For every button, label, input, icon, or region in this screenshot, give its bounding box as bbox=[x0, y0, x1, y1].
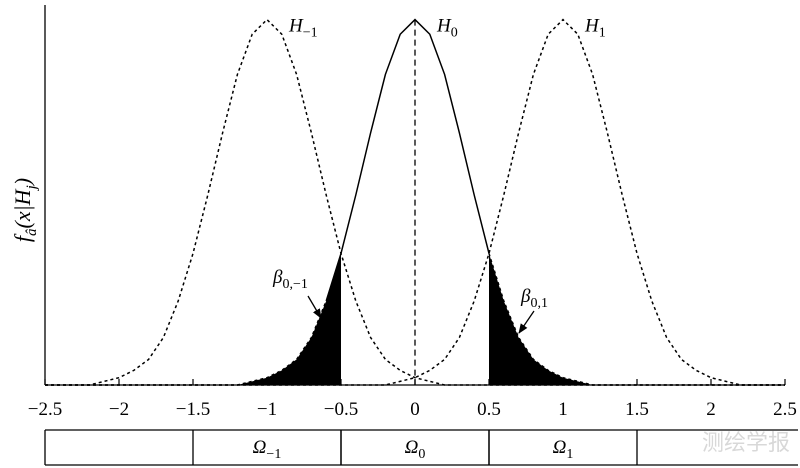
series-label-main: H bbox=[436, 16, 452, 37]
region-label-main: Ω bbox=[253, 437, 267, 458]
x-tick-label: 0 bbox=[410, 399, 420, 420]
y-axis-label: fâ(x|Hj) bbox=[10, 178, 40, 242]
y-axis-label-part: (x|H bbox=[10, 188, 35, 228]
y-axis-label-part: ) bbox=[10, 178, 35, 187]
series-label-sub: −1 bbox=[303, 26, 318, 41]
series-label-sub: 0 bbox=[451, 26, 458, 41]
x-tick-label: 0.5 bbox=[477, 399, 501, 420]
annotation-main: β bbox=[520, 286, 531, 307]
x-tick-label: 2 bbox=[706, 399, 716, 420]
y-axis-label-part: f bbox=[10, 233, 35, 242]
series-label-main: H bbox=[288, 16, 304, 37]
series-label: H0 bbox=[436, 16, 458, 41]
annotation-main: β bbox=[272, 267, 283, 288]
region-label-sub: −1 bbox=[266, 447, 281, 462]
region-label-sub: 0 bbox=[418, 447, 425, 462]
series-label-main: H bbox=[584, 16, 600, 37]
watermark: 测绘学报 bbox=[702, 431, 790, 456]
x-tick-label: −0.5 bbox=[324, 399, 358, 420]
series-label: H1 bbox=[584, 16, 606, 41]
x-tick-label: 1.5 bbox=[625, 399, 649, 420]
region-label: Ω0 bbox=[405, 437, 426, 462]
curve bbox=[45, 18, 785, 386]
annotation-sub: 0,1 bbox=[530, 296, 548, 311]
y-axis-label-part: j bbox=[24, 185, 40, 191]
curve bbox=[45, 18, 785, 386]
annotation: β0,1 bbox=[520, 286, 548, 311]
region-label: Ω1 bbox=[553, 437, 574, 462]
region-label-main: Ω bbox=[405, 437, 419, 458]
series-label-sub: 1 bbox=[599, 26, 606, 41]
region-label-sub: 1 bbox=[566, 447, 573, 462]
region-label: Ω−1 bbox=[253, 437, 282, 462]
shaded-area bbox=[45, 253, 341, 385]
x-tick-label: −2 bbox=[109, 399, 129, 420]
x-tick-label: 1 bbox=[558, 399, 568, 420]
x-tick-label: −1 bbox=[257, 399, 277, 420]
annotation-sub: 0,−1 bbox=[282, 277, 307, 292]
y-axis-label-part: â bbox=[24, 228, 40, 236]
shaded-area bbox=[489, 253, 785, 385]
annotation: β0,−1 bbox=[272, 267, 308, 292]
x-tick-label: 2.5 bbox=[773, 399, 797, 420]
x-tick-label: −1.5 bbox=[176, 399, 210, 420]
series-label: H−1 bbox=[288, 16, 318, 41]
annotation-arrow bbox=[518, 310, 535, 334]
x-tick-label: −2.5 bbox=[28, 399, 62, 420]
region-label-main: Ω bbox=[553, 437, 567, 458]
curve bbox=[325, 18, 490, 302]
annotation-arrow bbox=[307, 295, 322, 319]
